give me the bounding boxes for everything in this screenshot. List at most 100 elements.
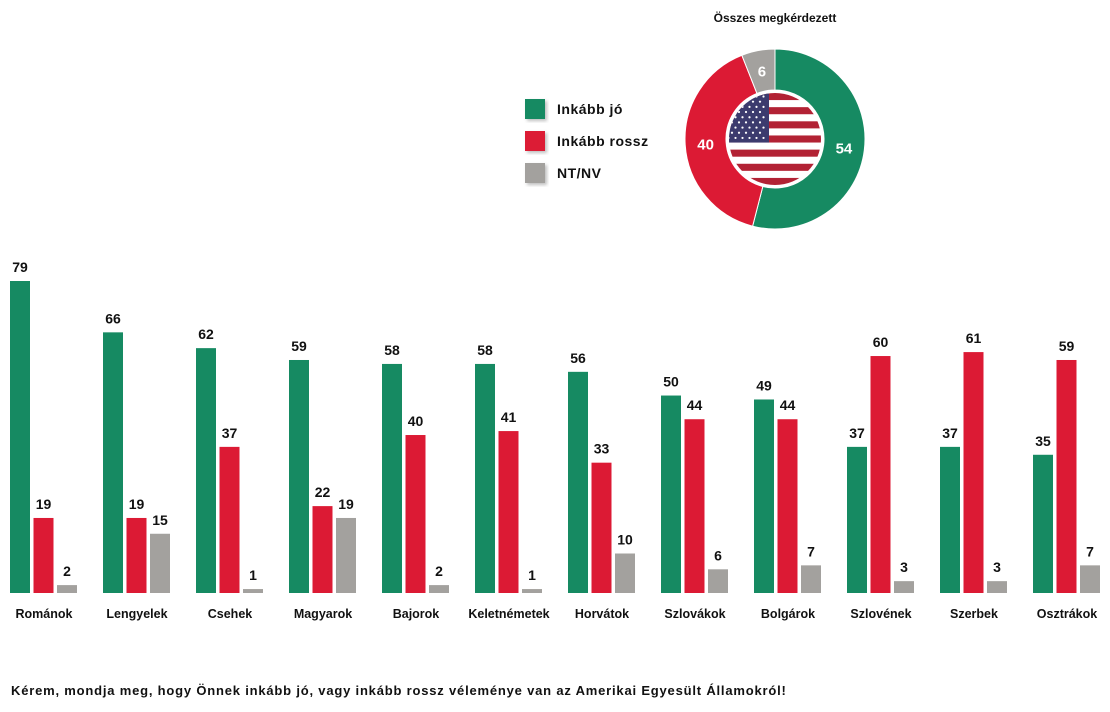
legend-label: Inkább jó — [557, 101, 623, 117]
bar-good-4 — [382, 363, 402, 593]
bar-value-label: 79 — [12, 259, 28, 275]
bar-good-6 — [568, 371, 588, 593]
bar-value-label: 3 — [900, 559, 908, 575]
bar-value-label: 35 — [1035, 433, 1051, 449]
bar-dk-8 — [801, 565, 821, 593]
bar-dk-6 — [615, 553, 635, 593]
bar-value-label: 61 — [966, 330, 982, 346]
bar-dk-3 — [336, 517, 356, 593]
bar-value-label: 37 — [942, 425, 958, 441]
bar-bad-1 — [126, 517, 147, 593]
donut-slice-2 — [741, 48, 776, 95]
bar-value-label: 7 — [807, 543, 815, 559]
category-label: Bajorok — [393, 607, 440, 621]
bar-good-3 — [289, 359, 309, 593]
bar-bad-9 — [870, 356, 891, 593]
bar-value-label: 44 — [780, 397, 796, 413]
bar-bad-5 — [498, 431, 519, 593]
bar-value-label: 19 — [36, 496, 52, 512]
bar-value-label: 66 — [105, 310, 121, 326]
bar-good-7 — [661, 395, 681, 593]
donut-title: Összes megkérdezett — [714, 10, 837, 25]
bar-good-1 — [103, 332, 123, 593]
category-label: Osztrákok — [1037, 607, 1097, 621]
bar-value-label: 6 — [714, 547, 722, 563]
bar-dk-2 — [243, 589, 263, 593]
bar-chart — [10, 281, 1100, 593]
bar-value-label: 10 — [617, 532, 633, 548]
bar-value-label: 2 — [435, 563, 443, 579]
legend-swatch — [525, 99, 545, 119]
bar-good-11 — [1033, 454, 1053, 593]
survey-question: Kérem, mondja meg, hogy Önnek inkább jó,… — [11, 683, 787, 698]
bar-value-label: 19 — [129, 496, 145, 512]
bar-good-10 — [940, 446, 960, 593]
bar-good-9 — [847, 446, 867, 593]
legend-label: NT/NV — [557, 165, 602, 181]
bar-bad-3 — [312, 506, 333, 593]
bar-bad-10 — [963, 352, 984, 593]
bar-value-label: 44 — [687, 397, 703, 413]
bar-value-label: 3 — [993, 559, 1001, 575]
bar-value-label: 60 — [873, 334, 889, 350]
bar-value-label: 37 — [849, 425, 865, 441]
bar-value-label: 49 — [756, 377, 772, 393]
bar-bad-8 — [777, 419, 798, 593]
bar-value-label: 37 — [222, 425, 238, 441]
bar-dk-7 — [708, 569, 728, 593]
category-label: Románok — [16, 607, 73, 621]
bar-value-label: 15 — [152, 512, 168, 528]
bar-dk-5 — [522, 589, 542, 593]
category-label: Szerbek — [950, 607, 998, 621]
bar-dk-0 — [57, 585, 77, 593]
donut-value-label: 40 — [697, 136, 714, 153]
bar-value-label: 1 — [249, 567, 257, 583]
bar-dk-11 — [1080, 565, 1100, 593]
us-flag-icon — [729, 93, 821, 185]
bar-dk-9 — [894, 581, 914, 593]
category-label: Keletnémetek — [468, 607, 549, 621]
bar-good-8 — [754, 399, 774, 593]
bar-bad-4 — [405, 435, 426, 593]
donut-value-label: 6 — [758, 64, 766, 81]
bar-dk-10 — [987, 581, 1007, 593]
bar-value-label: 50 — [663, 374, 679, 390]
bar-bad-11 — [1056, 359, 1077, 593]
bar-bad-2 — [219, 446, 240, 593]
bar-good-0 — [10, 281, 30, 593]
legend: Inkább jó Inkább rossz NT/NV — [525, 99, 649, 183]
bar-bad-7 — [684, 419, 705, 593]
bar-value-label: 2 — [63, 563, 71, 579]
legend-swatch — [525, 131, 545, 151]
bar-dk-1 — [150, 533, 170, 593]
category-label: Bolgárok — [761, 607, 815, 621]
bar-value-label: 41 — [501, 409, 517, 425]
bar-value-label: 40 — [408, 413, 424, 429]
bar-value-label: 58 — [384, 342, 400, 358]
donut-chart: Összes megkérdezett 54 40 6 — [684, 10, 866, 230]
donut-value-label: 54 — [836, 141, 853, 158]
category-label: Magyarok — [294, 607, 352, 621]
bar-value-label: 59 — [291, 338, 307, 354]
bar-value-label: 59 — [1059, 338, 1075, 354]
bar-value-label: 56 — [570, 350, 586, 366]
bar-good-2 — [196, 348, 216, 593]
category-label: Csehek — [208, 607, 253, 621]
category-label: Szlovének — [850, 607, 911, 621]
legend-label: Inkább rossz — [557, 133, 649, 149]
donut-slice-1 — [684, 54, 764, 227]
bar-value-label: 7 — [1086, 543, 1094, 559]
bar-bad-6 — [591, 462, 612, 593]
bar-value-label: 33 — [594, 441, 610, 457]
category-label: Horvátok — [575, 607, 629, 621]
bar-value-label: 58 — [477, 342, 493, 358]
category-label: Szlovákok — [664, 607, 725, 621]
bar-good-5 — [475, 363, 495, 593]
legend-swatch — [525, 163, 545, 183]
bar-bad-0 — [33, 517, 54, 593]
bar-value-label: 1 — [528, 567, 536, 583]
bar-value-label: 22 — [315, 484, 331, 500]
bar-value-label: 62 — [198, 326, 214, 342]
bar-value-label: 19 — [338, 496, 354, 512]
